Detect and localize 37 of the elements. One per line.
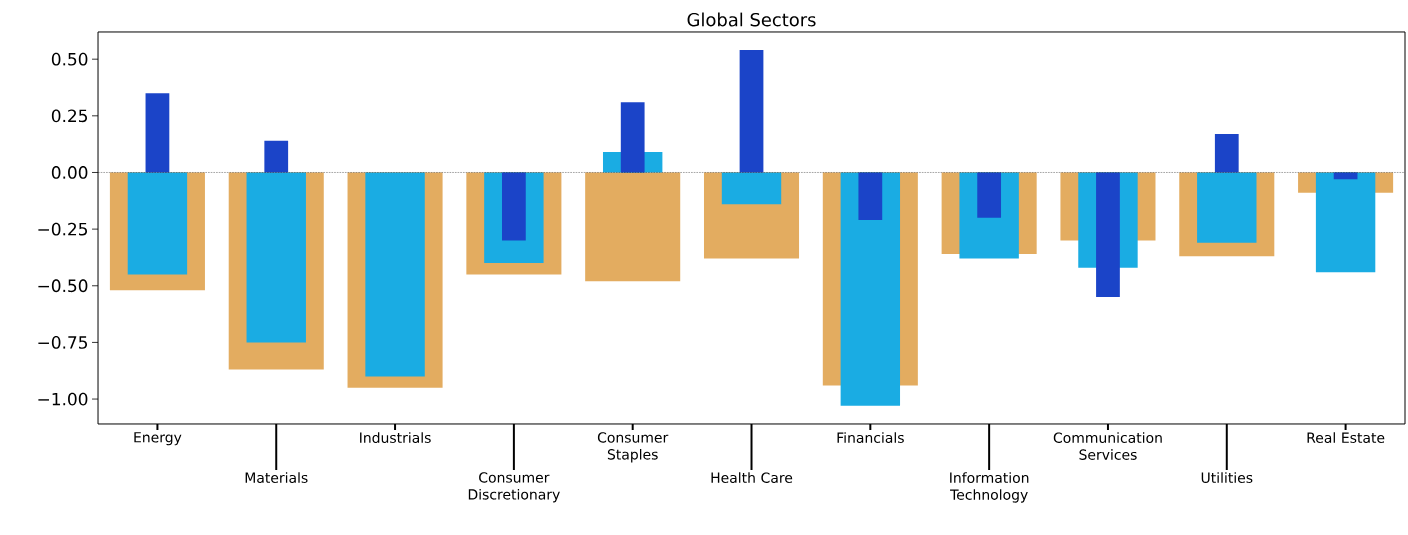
y-tick-label: −1.00 xyxy=(38,392,88,406)
bar xyxy=(502,172,526,241)
bar xyxy=(1096,172,1120,298)
bar xyxy=(1315,172,1376,273)
y-tick-label: −0.50 xyxy=(38,279,88,293)
y-tick-label: 0.25 xyxy=(51,109,88,123)
bar xyxy=(1197,172,1257,243)
bar xyxy=(739,50,764,173)
x-tick-label: Information Technology xyxy=(950,472,1029,503)
bar xyxy=(1333,172,1358,180)
y-tick-label: 0.50 xyxy=(51,52,88,66)
y-tick-label: −0.75 xyxy=(38,336,88,349)
x-tick-label: Consumer Discretionary xyxy=(468,472,560,503)
bar xyxy=(620,102,645,173)
x-tick-label: Materials xyxy=(245,472,308,483)
bar xyxy=(585,172,681,282)
bar xyxy=(977,172,1002,218)
x-tick-label: Real Estate xyxy=(1307,432,1385,443)
y-tick-label: 0.00 xyxy=(51,166,88,179)
y-tick-label: −0.25 xyxy=(38,222,88,236)
bar xyxy=(365,172,425,377)
bar xyxy=(264,140,289,173)
bar xyxy=(127,172,188,275)
bar xyxy=(1214,133,1239,173)
bar xyxy=(145,93,170,173)
bar xyxy=(858,172,883,221)
x-tick-label: Consumer Staples xyxy=(597,432,669,463)
x-tick-label: Financials xyxy=(837,432,904,443)
x-tick-label: Health Care xyxy=(711,472,793,483)
x-tick-label: Communication Services xyxy=(1053,432,1162,460)
x-tick-label: Energy xyxy=(134,432,182,446)
bar xyxy=(721,172,782,205)
bar xyxy=(246,172,306,343)
bar xyxy=(840,172,901,406)
x-tick-label: Industrials xyxy=(360,432,431,443)
x-tick-label: Utilities xyxy=(1201,472,1253,483)
chart-title: Global Sectors xyxy=(687,12,816,27)
